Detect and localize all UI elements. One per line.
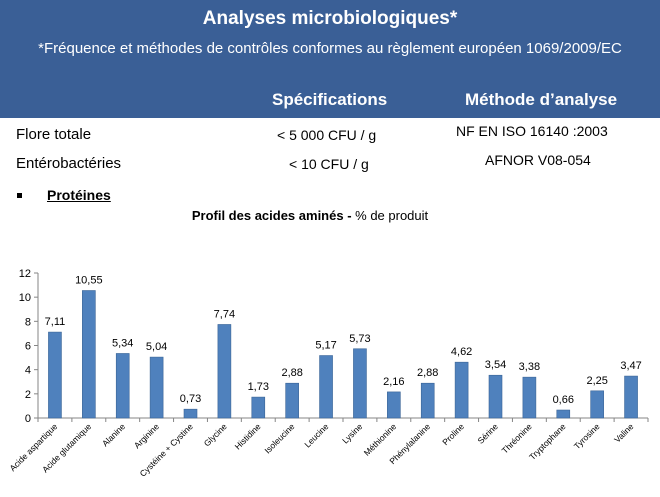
y-tick-label: 4	[25, 365, 31, 377]
bar	[488, 374, 503, 419]
bar	[251, 396, 266, 419]
bar-value-label: 4,62	[451, 346, 472, 358]
bar	[319, 355, 333, 419]
y-tick-label: 12	[19, 268, 31, 280]
chart-title-bold: Profil des acides aminés -	[191, 208, 352, 223]
header-banner: Analyses microbiologiques* *Fréquence et…	[0, 0, 660, 118]
chart-title-rest: % de produit	[351, 208, 429, 223]
category-label: Valine	[612, 421, 636, 445]
banner-title: Analyses microbiologiques*	[202, 8, 458, 29]
bar-value-label: 2,16	[383, 376, 404, 388]
bar-value-label: 7,74	[214, 308, 235, 320]
bar	[149, 356, 164, 419]
bar	[353, 348, 367, 419]
column-header-method: Méthode d’analyse	[465, 90, 618, 109]
row-method-flore-totale: NF EN ISO 16140 :2003	[456, 123, 608, 139]
bar-value-label: 10,55	[75, 275, 103, 287]
row-spec-flore-totale: < 5 000 CFU / g	[277, 127, 377, 143]
chart-title: Profil des acides aminés - % de produit	[0, 208, 620, 223]
bar-value-label: 5,34	[112, 337, 133, 349]
bullet-icon	[17, 193, 22, 198]
row-spec-enterobacteries: < 10 CFU / g	[289, 156, 369, 172]
row-label-flore-totale: Flore totale	[16, 126, 92, 143]
bar-value-label: 5,73	[349, 333, 370, 345]
bar	[285, 382, 299, 419]
y-tick-label: 10	[19, 292, 31, 304]
bar-value-label: 2,25	[586, 375, 607, 387]
category-label: Isoleucine	[262, 421, 296, 455]
bar-value-label: 2,88	[281, 367, 302, 379]
y-tick-label: 2	[25, 389, 31, 401]
category-label: Glycine	[202, 421, 229, 448]
category-label: Leucine	[302, 421, 330, 449]
category-label: Alanine	[100, 421, 127, 448]
bar	[217, 324, 232, 419]
bar	[454, 361, 469, 419]
category-label: Tryptophane	[527, 421, 568, 462]
bar-value-label: 5,17	[315, 340, 336, 352]
bar	[420, 382, 435, 419]
chart-value-labels: 7,11 10,55 5,34 5,04 0,73 7,74 1,73 2,88 5,17 5,7…	[45, 275, 642, 407]
chart-bars	[48, 290, 638, 419]
category-label: Tyrosine	[572, 421, 602, 451]
bar-value-label: 3,38	[519, 361, 540, 373]
bar-value-label: 2,88	[417, 367, 438, 379]
row-method-enterobacteries: AFNOR V08-054	[485, 152, 591, 168]
bar-value-label: 3,47	[620, 360, 641, 372]
chart-axes: 0 2 4 6 8 10 12	[19, 268, 649, 425]
row-label-enterobacteries: Entérobactéries	[16, 155, 122, 172]
y-tick-label: 0	[25, 413, 31, 425]
bar-value-label: 1,73	[248, 381, 269, 393]
bar-value-label: 7,11	[45, 316, 66, 328]
column-header-specifications: Spécifications	[272, 90, 388, 109]
bar	[387, 391, 401, 419]
category-label: Thréonine	[500, 421, 534, 455]
bar-value-label: 0,66	[553, 394, 574, 406]
bar	[183, 408, 198, 419]
y-tick-label: 8	[25, 316, 31, 328]
bar	[522, 376, 537, 419]
category-label: Histidine	[233, 421, 263, 451]
category-label: Sérine	[475, 421, 500, 446]
bar	[590, 390, 604, 419]
bar-value-label: 5,04	[146, 341, 167, 353]
bar-value-label: 3,54	[485, 359, 506, 371]
y-tick-label: 6	[25, 341, 31, 353]
bar	[624, 375, 638, 419]
category-label: Arginine	[132, 421, 161, 450]
banner-subtitle: *Fréquence et méthodes de contrôles conf…	[38, 40, 622, 57]
bar	[556, 409, 571, 419]
bar	[82, 290, 96, 419]
bar	[48, 331, 62, 419]
section-title: Protéines	[47, 187, 111, 203]
bar-value-label: 0,73	[180, 393, 201, 405]
category-label: Lysine	[340, 421, 364, 445]
bar	[115, 353, 130, 419]
category-label: Proline	[440, 421, 466, 447]
